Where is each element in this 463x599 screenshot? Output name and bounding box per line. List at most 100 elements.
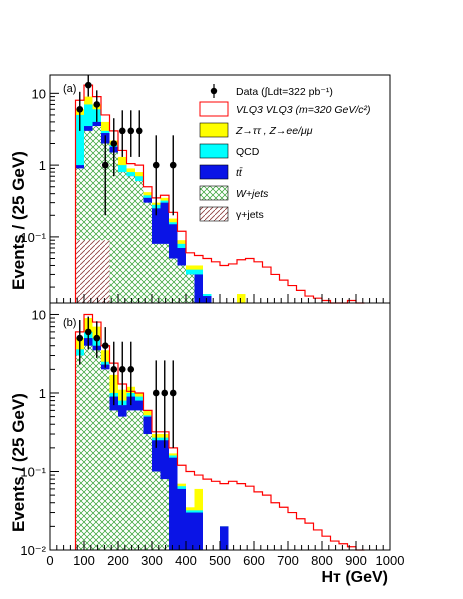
x-tick-label-1: 100 [73,553,95,568]
panel-b-label: (b) [63,317,76,329]
panel-a-signal [74,84,365,304]
legend-data-label: Data (∫Ldt=322 pb⁻¹) [236,86,333,98]
bar-w-jets-8 [143,202,152,303]
x-tick-label-3: 300 [141,553,163,568]
x-tick-label-9: 900 [345,553,367,568]
data-point-4 [110,140,118,147]
legend-qcd: QCD [199,143,260,159]
data-point-5 [118,366,126,373]
bar-tt--11 [169,457,178,550]
bar-w-jets-5 [118,172,127,303]
legend: Data (∫Ldt=322 pb⁻¹) VLQ3 VLQ3 (m=320 Ge… [199,84,371,222]
legend-signal-swatch [199,101,229,117]
bar-tt--12 [177,488,186,550]
bar-w-jets-7 [135,410,144,550]
data-point-2 [93,334,101,342]
data-point-6 [127,127,135,135]
data-point-6 [127,366,135,373]
bar-w-jets-3 [101,143,110,303]
bar--jets-3 [101,240,110,303]
bar-w-jets-10 [160,479,169,550]
bar-w-jets-12 [177,265,186,303]
bar-w-jets-1 [84,345,93,550]
legend-ztt-swatch [199,122,229,138]
x-tick-label-2: 200 [107,553,129,568]
y-tick-label-2: 10⁻¹ [20,464,46,479]
bar-w-jets-8 [143,434,152,550]
x-tick-label-8: 800 [311,553,333,568]
bar-w-jets-2 [92,350,101,550]
bar-w-jets-11 [169,258,178,303]
legend-ttbar-swatch [199,164,229,180]
data-point-7 [135,127,143,135]
y-tick-label-3: 10⁻² [20,543,46,558]
legend-gamma: γ+jets [199,206,264,222]
legend-ztt: Z→ττ , Z→ee/μμ [199,122,313,138]
data-point-5 [118,127,126,135]
legend-wjets-label: W+jets [236,188,269,200]
legend-qcd-swatch [199,143,229,159]
y-tick-label-2: 10⁻¹ [20,230,46,245]
panel-a-data-points [76,75,177,216]
legend-gamma-label: γ+jets [236,209,264,221]
x-tick-label-6: 600 [243,553,265,568]
legend-qcd-label: QCD [236,146,260,158]
bar-w-jets-4 [109,410,118,550]
legend-wjets-swatch [199,185,229,201]
panel-b: 10 1 10⁻¹ 10⁻² 0 100 200 300 400 500 600 700 800 900… [9,302,404,586]
data-point-7 [152,389,160,397]
data-point-3 [101,161,109,169]
panel-a-ylabel: Events / (25 GeV) [9,151,28,290]
x-tick-label-5: 500 [209,553,231,568]
x-tick-label-7: 700 [277,553,299,568]
data-point-9 [169,389,177,397]
bar--jets-0 [75,240,84,303]
bar-w-jets-7 [135,181,144,303]
y-tick-label-1: 1 [39,386,46,401]
x-tick-label-4: 400 [175,553,197,568]
bar-tt--13 [186,512,195,550]
data-point-1 [84,328,92,336]
legend-ztt-label: Z→ττ , Z→ee/μμ [235,125,313,137]
data-point-9 [169,161,177,169]
bar-w-jets-0 [75,168,84,303]
bar--jets-2 [92,240,101,303]
panel-a-stack [75,96,246,303]
bar-w-jets-13 [186,274,195,303]
legend-wjets: W+jets [199,185,269,201]
bar-w-jets-5 [118,416,127,550]
data-point-8 [161,389,169,397]
panel-a-y-axis: 10 1 10⁻¹ [20,86,59,288]
bar-tt--17 [220,526,229,550]
bar-w-jets-1 [84,130,93,303]
legend-signal-label: VLQ3 VLQ3 (m=320 GeV/c²) [236,104,371,116]
x-tick-label-10: 1000 [376,553,405,568]
panel-b-stack [75,318,229,550]
data-point-1 [84,81,92,89]
legend-data: Data (∫Ldt=322 pb⁻¹) [210,84,333,98]
panel-b-data-points [76,316,177,448]
signal-line [74,84,365,304]
bar-w-jets-4 [109,152,118,303]
legend-gamma-swatch [199,206,229,222]
data-point-8 [152,161,160,169]
x-axis-title: Hᴛ (GeV) [321,569,388,586]
bar-w-jets-3 [101,369,110,550]
bar-w-jets-0 [75,355,84,550]
panel-b-signal [74,313,365,551]
y-tick-label-0: 10 [32,307,46,322]
bar-z-z-ee--19 [237,294,246,303]
bar-tt--15 [203,296,212,303]
panel-b-ylabel: Events / (25 GeV) [9,393,28,532]
data-point-2 [93,101,101,108]
panel-b-y-axis: 10 1 10⁻¹ 10⁻² [20,307,59,558]
bar-w-jets-2 [92,126,101,303]
bar-tt--14 [194,274,203,303]
bar-w-jets-6 [126,176,135,303]
panel-b-x-axis: 0 100 200 300 400 500 600 700 800 900 1000 [46,541,404,568]
x-tick-label-0: 0 [46,553,53,568]
data-point-0 [76,334,84,342]
bar--jets-1 [84,240,93,303]
